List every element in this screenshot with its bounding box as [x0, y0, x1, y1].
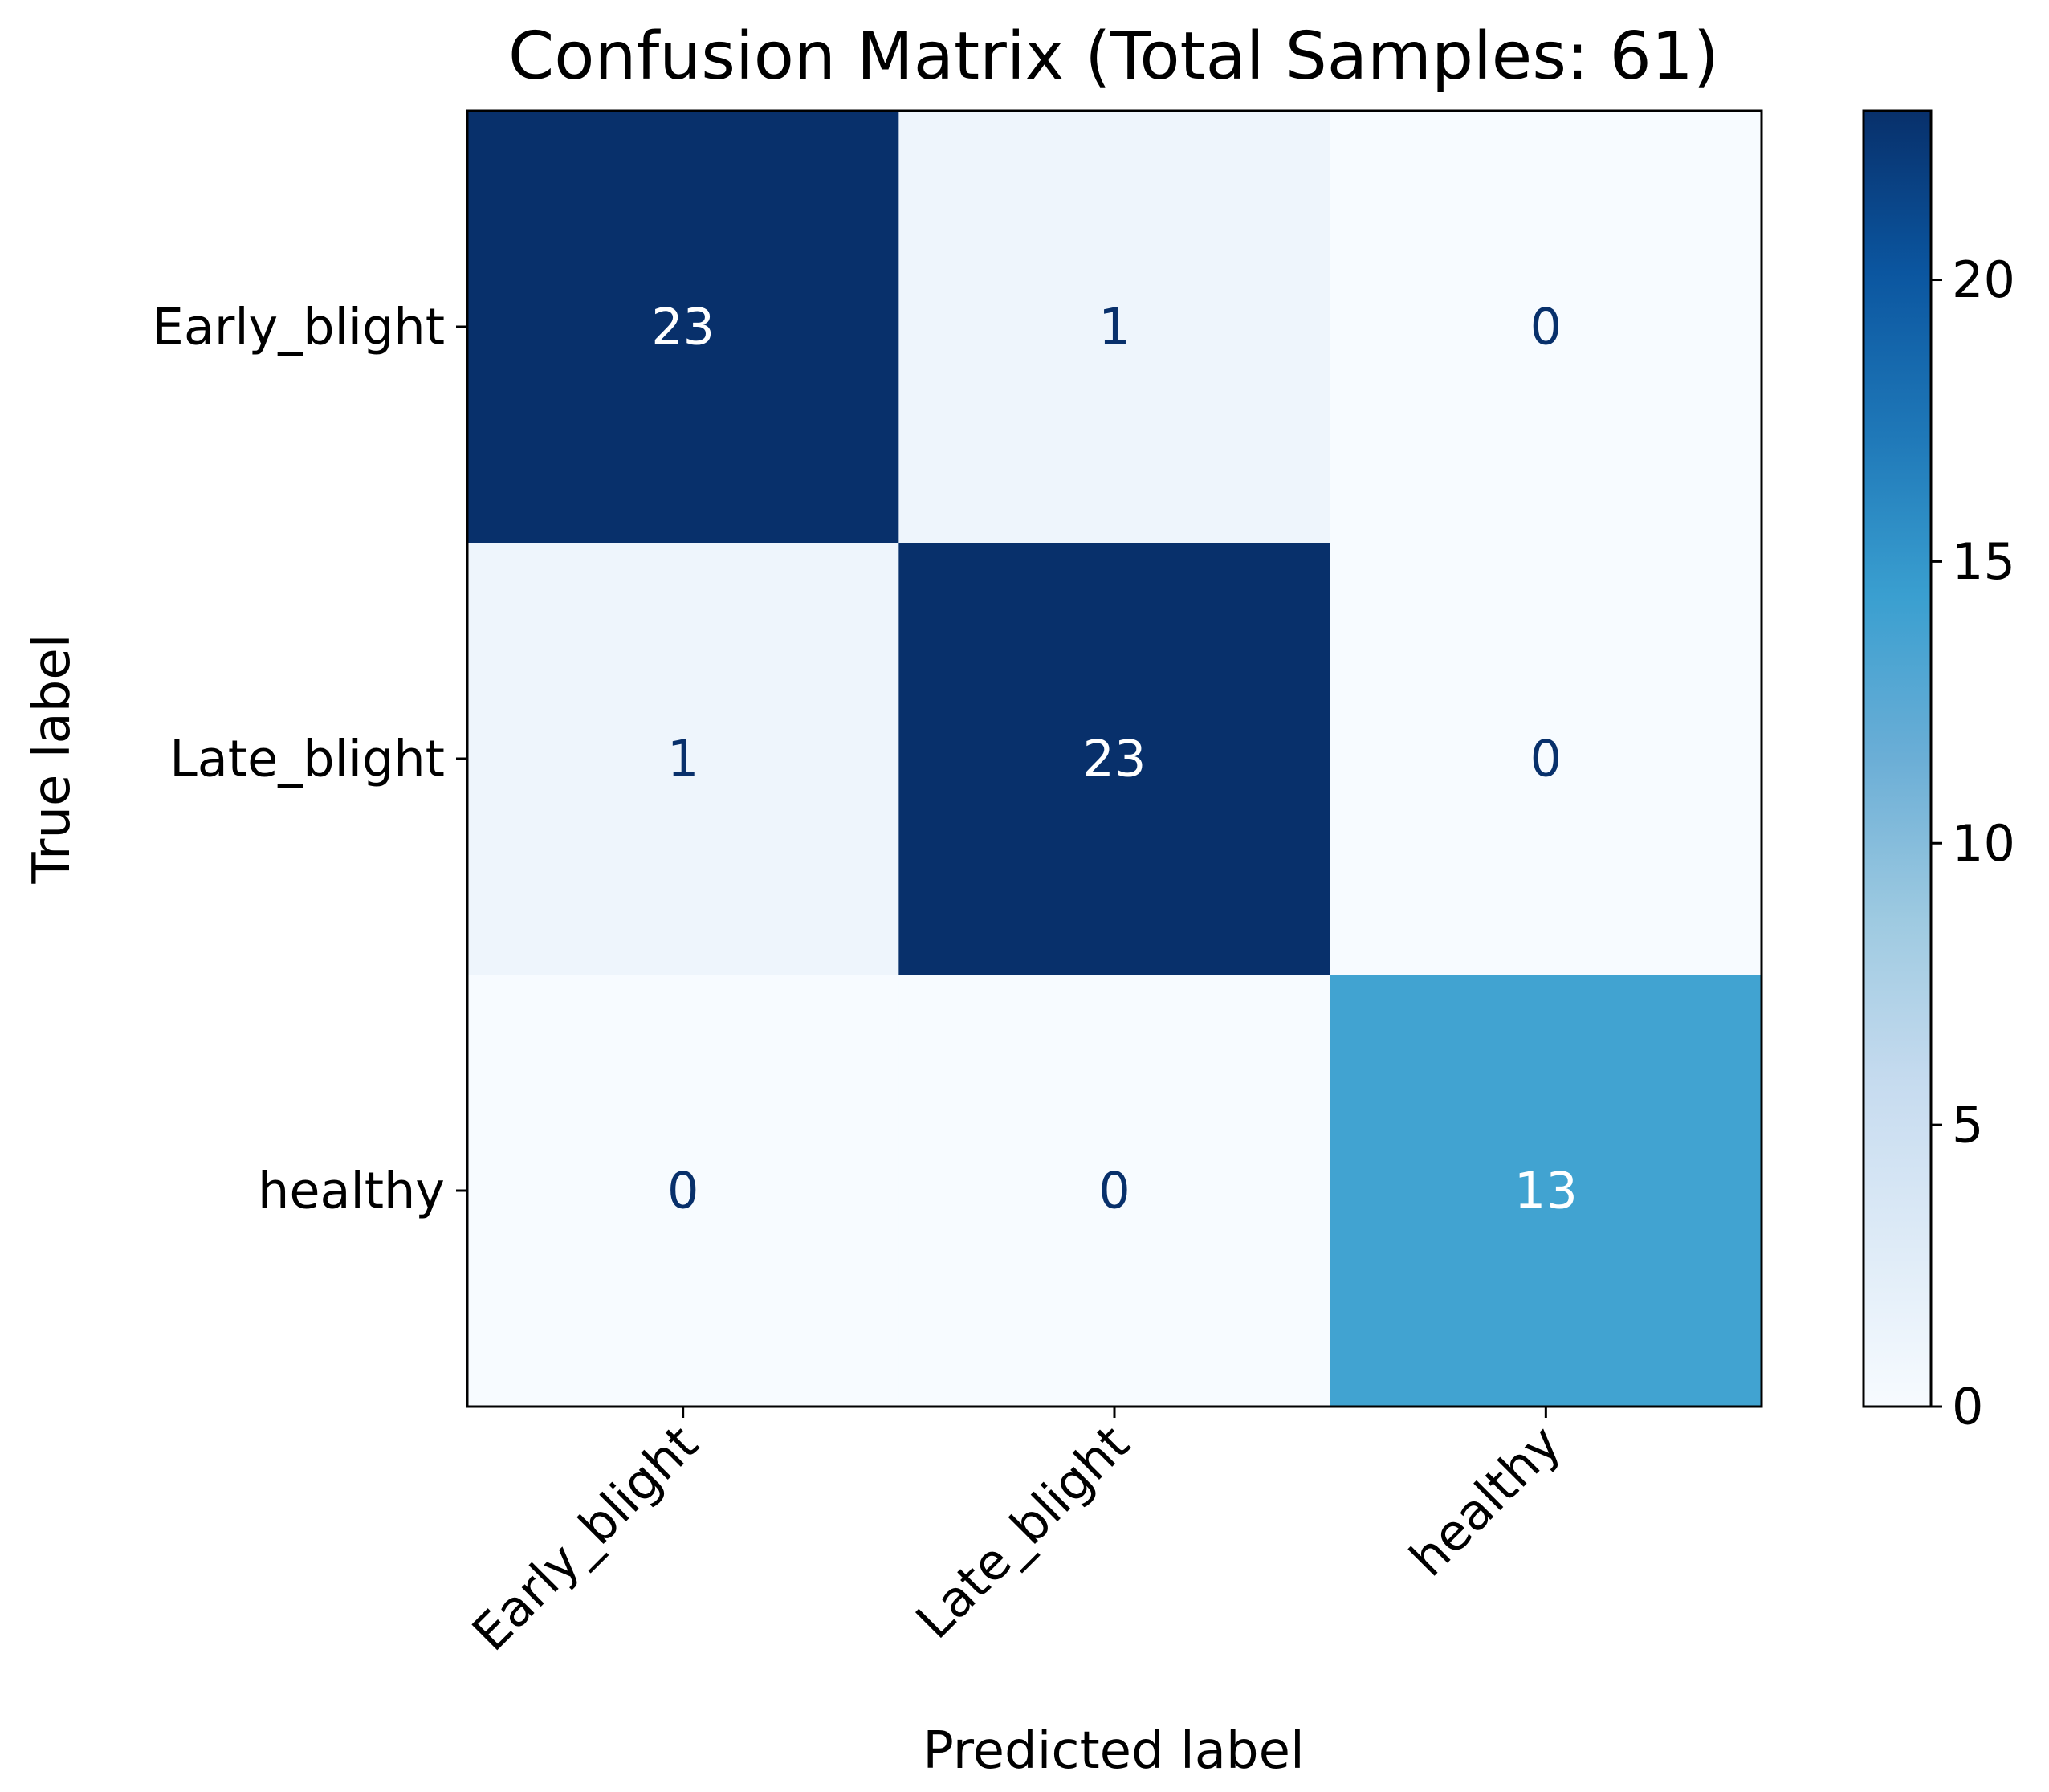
colorbar-tick-label: 0 [1952, 1378, 1983, 1436]
heatmap-cell-r2-c0 [467, 975, 899, 1407]
colorbar-tick-label: 5 [1952, 1096, 1983, 1155]
heatmap-cell-r1-c1 [898, 543, 1331, 975]
heatmap-cell-r2-c2 [1330, 975, 1762, 1407]
heatmap-cell-r0-c2 [1330, 111, 1762, 544]
cell-value-r2-c1: 0 [1098, 1162, 1130, 1220]
cell-value-r1-c0: 1 [667, 730, 699, 788]
colorbar [1862, 109, 1933, 1408]
y-tick-label: Late_blight [169, 730, 445, 788]
heatmap-cell-r2-c1 [898, 975, 1331, 1407]
y-axis-label: True label [22, 633, 82, 884]
heatmap-cell-labels: 23 1 0 1 23 0 0 0 13 [651, 298, 1578, 1220]
chart-title: Confusion Matrix (Total Samples: 61) [508, 18, 1719, 95]
heatmap-cell-r0-c0 [467, 111, 899, 544]
x-axis-label: Predicted label [923, 1721, 1305, 1781]
colorbar-tick-label: 10 [1952, 814, 2015, 873]
heatmap-cell-r0-c1 [898, 111, 1331, 544]
cell-value-r2-c2: 13 [1514, 1162, 1578, 1220]
heatmap-cell-r1-c2 [1330, 543, 1762, 975]
cell-value-r0-c1: 1 [1098, 298, 1130, 356]
cell-value-r1-c2: 0 [1530, 730, 1562, 788]
colorbar-ticks: 0 5 10 15 20 [1931, 250, 2015, 1436]
heatmap-cell-r1-c0 [467, 543, 899, 975]
colorbar-tick-label: 15 [1952, 532, 2015, 591]
cell-value-r2-c0: 0 [667, 1162, 699, 1220]
y-tick-label: Early_blight [153, 298, 445, 356]
cell-value-r1-c1: 23 [1083, 730, 1147, 788]
cell-value-r0-c2: 0 [1530, 298, 1562, 356]
y-tick-label: healthy [258, 1162, 445, 1220]
x-tick-label: Late_blight [905, 1414, 1141, 1650]
cell-value-r0-c0: 23 [651, 298, 715, 356]
x-tick-label: Early_blight [461, 1414, 709, 1662]
x-axis-ticks: Early_blight Late_blight healthy [461, 1407, 1572, 1662]
heatmap-cells [467, 111, 1762, 1407]
colorbar-tick-label: 20 [1952, 250, 2015, 309]
x-tick-label: healthy [1399, 1414, 1572, 1587]
